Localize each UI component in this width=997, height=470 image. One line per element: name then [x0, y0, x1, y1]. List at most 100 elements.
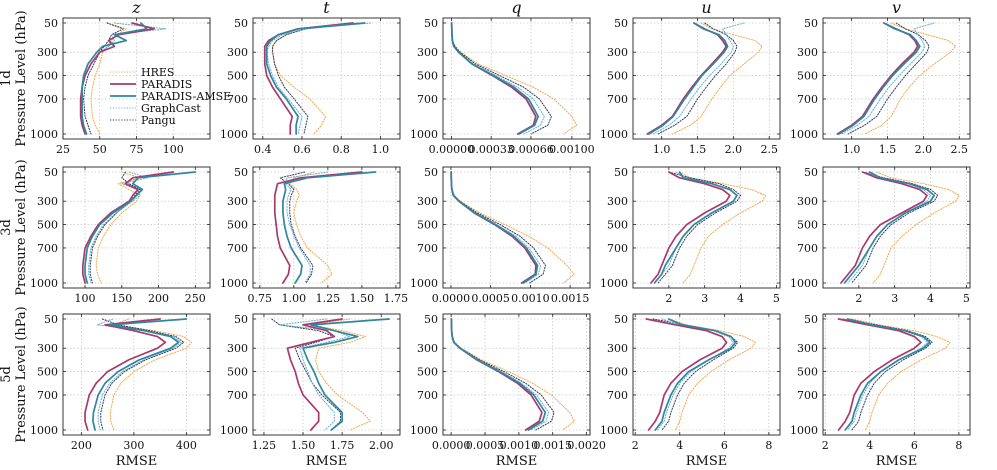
xtick-label-r1c4-2: 4 [927, 292, 934, 305]
ytick-label-r0c1-1: 300 [227, 46, 248, 59]
ytick-label-r0c2-3: 700 [417, 93, 438, 106]
x-axis-label-q: RMSE [496, 454, 538, 469]
series-paradis-amse-r0c4 [837, 22, 921, 135]
row-label-1d: 1d [0, 70, 14, 87]
series-paradis-amse-r0c3 [647, 22, 729, 135]
ytick-label-r1c2-4: 1000 [410, 277, 438, 290]
series-hres-r0c1 [272, 22, 358, 135]
ytick-label-r2c4-4: 1000 [790, 424, 818, 437]
series-pangu-r1c0 [89, 171, 141, 284]
xtick-label-r2c1-2: 1.75 [330, 439, 355, 452]
xtick-label-r2c4-0: 2 [822, 439, 829, 452]
column-title-u: u [701, 0, 711, 17]
series-paradis-amse-r1c1 [282, 171, 377, 284]
series-paradis-amse-r1c4 [843, 171, 936, 284]
ytick-label-r2c4-3: 700 [797, 389, 818, 402]
xtick-label-r1c0-2: 200 [148, 292, 169, 305]
ytick-label-r1c1-4: 1000 [220, 277, 248, 290]
xtick-label-r0c1-1: 0.6 [293, 143, 311, 156]
ytick-label-r2c3-2: 500 [607, 366, 628, 379]
series-paradis-amse-r0c2 [450, 22, 540, 135]
ytick-label-r1c4-2: 500 [797, 219, 818, 232]
series-hres-r2c3 [668, 318, 756, 431]
ytick-label-r0c2-1: 300 [417, 46, 438, 59]
xtick-label-r0c0-2: 75 [130, 143, 144, 156]
row-label-5d: 5d [0, 366, 14, 383]
ytick-label-r0c2-0: 50 [424, 17, 438, 30]
xtick-label-r1c1-2: 1.25 [316, 292, 341, 305]
xtick-label-r0c0-3: 100 [163, 143, 184, 156]
series-pangu-r0c3 [657, 22, 738, 135]
ytick-label-r0c0-0: 50 [44, 17, 58, 30]
ytick-label-r2c2-4: 1000 [410, 424, 438, 437]
legend-label-paradis: PARADIS [141, 78, 192, 91]
ytick-label-r0c0-2: 500 [37, 70, 58, 83]
ytick-label-r2c2-1: 300 [417, 342, 438, 355]
series-paradis-r2c4 [837, 318, 922, 431]
series-hres-r1c0 [95, 171, 141, 284]
ytick-label-r1c2-0: 50 [424, 166, 438, 179]
panel-frame-r2c4 [822, 313, 971, 436]
ytick-label-r1c1-3: 700 [227, 242, 248, 255]
xtick-label-r0c3-0: 1.0 [653, 143, 671, 156]
column-title-t: t [323, 0, 330, 17]
xtick-label-r0c4-0: 1.0 [843, 143, 861, 156]
series-paradis-r0c2 [450, 22, 537, 135]
xtick-label-r0c3-2: 2.0 [725, 143, 743, 156]
ytick-label-r0c1-0: 50 [234, 17, 248, 30]
ytick-label-r2c2-2: 500 [417, 366, 438, 379]
panel-frame-r0c3 [632, 17, 781, 140]
xtick-label-r1c1-4: 1.75 [384, 292, 409, 305]
series-pangu-r0c0 [83, 22, 124, 135]
ytick-label-r1c3-1: 300 [607, 195, 628, 208]
xtick-label-r1c4-3: 5 [963, 292, 970, 305]
series-hres-r1c1 [289, 171, 333, 284]
xtick-label-r0c4-3: 2.5 [950, 143, 968, 156]
xtick-label-r1c2-2: 0.0010 [511, 292, 550, 305]
xtick-label-r0c2-1: 0.00033 [468, 143, 514, 156]
series-paradis-amse-r2c3 [654, 318, 737, 431]
series-paradis-amse-r1c0 [84, 171, 197, 284]
series-paradis-r2c3 [645, 318, 728, 431]
xtick-label-r2c3-2: 6 [721, 439, 728, 452]
series-paradis-r1c1 [273, 171, 363, 284]
ytick-label-r2c1-4: 1000 [220, 424, 248, 437]
series-paradis-amse-r2c2 [450, 318, 547, 431]
legend-label-pangu: Pangu [141, 114, 176, 127]
panel-frame-r1c2 [442, 166, 591, 289]
xtick-label-r2c4-3: 8 [955, 439, 962, 452]
ytick-label-r2c4-2: 500 [797, 366, 818, 379]
ytick-label-r2c1-3: 700 [227, 389, 248, 402]
ytick-label-r1c2-3: 700 [417, 242, 438, 255]
series-graphcast-r2c4 [842, 318, 929, 431]
series-graphcast-r0c4 [841, 22, 935, 135]
xtick-label-r0c2-2: 0.00066 [508, 143, 554, 156]
ytick-label-r0c2-4: 1000 [410, 128, 438, 141]
xtick-label-r0c0-0: 25 [56, 143, 70, 156]
ytick-label-r0c3-1: 300 [607, 46, 628, 59]
ytick-label-r0c4-4: 1000 [790, 128, 818, 141]
grid-layer [62, 18, 970, 435]
series-paradis-r2c0 [84, 318, 167, 431]
series-hres-r0c2 [451, 22, 578, 135]
series-hres-r1c4 [872, 171, 960, 284]
ytick-label-r1c3-4: 1000 [600, 277, 628, 290]
frames-layer [62, 17, 971, 436]
ytick-label-r0c3-4: 1000 [600, 128, 628, 141]
lines-layer [79, 22, 960, 431]
series-paradis-r2c1 [286, 318, 343, 431]
series-graphcast-r1c2 [450, 171, 542, 284]
xtick-label-r2c2-2: 0.0010 [500, 439, 539, 452]
xtick-label-r2c0-2: 400 [176, 439, 197, 452]
column-title-z: z [131, 0, 141, 17]
panel-frame-r1c0 [62, 166, 211, 289]
ytick-label-r0c4-2: 500 [797, 70, 818, 83]
series-hres-r2c0 [109, 318, 193, 431]
xtick-label-r1c0-1: 150 [111, 292, 132, 305]
xtick-label-r2c4-2: 6 [911, 439, 918, 452]
series-hres-r0c4 [864, 22, 957, 135]
series-paradis-amse-r0c1 [265, 22, 366, 135]
panel-frame-r2c3 [632, 313, 781, 436]
ytick-label-r0c2-2: 500 [417, 70, 438, 83]
